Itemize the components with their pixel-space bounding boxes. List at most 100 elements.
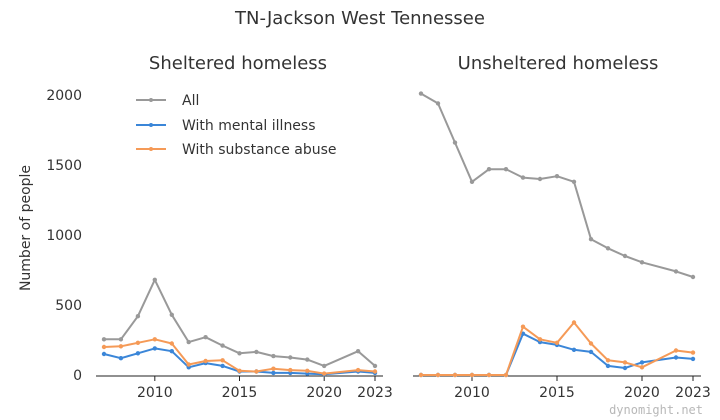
series-line-all: [104, 278, 376, 367]
data-point-mental: [152, 346, 157, 351]
data-point-all: [135, 314, 141, 319]
data-point-substance: [571, 320, 577, 325]
y-tick-label: 0: [73, 368, 82, 384]
data-point-substance: [135, 340, 141, 345]
data-point-mental: [622, 365, 628, 371]
data-point-all: [554, 174, 560, 179]
data-point-all: [271, 353, 276, 359]
data-point-substance: [554, 340, 560, 345]
data-point-substance: [588, 341, 594, 346]
data-point-all: [203, 335, 208, 340]
data-point-all: [469, 179, 475, 184]
data-point-mental: [673, 355, 679, 360]
data-point-all: [435, 101, 441, 106]
data-point-substance: [469, 372, 475, 378]
data-point-mental: [169, 349, 174, 354]
data-point-substance: [305, 368, 310, 373]
series-line-mental: [103, 347, 376, 376]
data-point-mental: [639, 360, 645, 365]
data-point-all: [571, 179, 577, 184]
data-point-all: [503, 167, 509, 172]
data-point-all: [520, 175, 526, 180]
data-point-mental: [101, 351, 107, 357]
data-point-substance: [605, 358, 611, 363]
data-point-all: [486, 167, 492, 172]
series-line-all: [420, 92, 694, 278]
data-point-all: [305, 357, 310, 362]
y-tick-label: 500: [55, 298, 82, 314]
y-tick-label: 2000: [46, 88, 82, 104]
data-point-substance: [203, 358, 208, 364]
data-point-all: [372, 363, 378, 369]
data-point-mental: [605, 363, 611, 369]
axes: 0 500 1000 1500 2000 2010 2015 2020 2023 2010 2015…: [46, 88, 710, 401]
data-point-substance: [418, 372, 424, 378]
x-tick-label: 2023: [357, 385, 393, 401]
data-point-substance: [186, 362, 191, 367]
data-point-substance: [271, 366, 276, 371]
series: [101, 91, 696, 378]
series-line-substance: [103, 338, 376, 375]
data-point-all: [605, 246, 611, 251]
data-point-mental: [571, 347, 577, 352]
x-tick-label: 2023: [675, 385, 711, 401]
data-point-substance: [452, 372, 458, 378]
data-point-all: [588, 237, 594, 242]
data-point-mental: [271, 370, 276, 376]
data-point-all: [237, 351, 242, 356]
data-point-substance: [237, 368, 242, 373]
legend-label-mental: With mental illness: [182, 118, 316, 134]
x-tick-label: 2020: [306, 385, 342, 401]
data-point-substance: [520, 324, 526, 329]
data-point-all: [288, 355, 293, 360]
legend-label-all: All: [182, 93, 199, 109]
data-point-all: [673, 269, 679, 274]
data-point-all: [355, 349, 361, 354]
data-point-all: [622, 253, 628, 259]
data-point-all: [537, 176, 543, 182]
x-tick-label: 2010: [137, 385, 173, 401]
watermark: dynomight.net: [609, 403, 703, 417]
legend: All With mental illness With substance a…: [136, 93, 337, 158]
data-point-all: [101, 337, 107, 342]
data-point-all: [322, 363, 327, 369]
data-point-substance: [639, 365, 645, 370]
legend-marker-substance: [149, 147, 153, 151]
data-point-substance: [372, 369, 378, 374]
y-tick-label: 1000: [46, 228, 82, 244]
data-point-substance: [322, 371, 327, 376]
data-point-all: [690, 274, 696, 280]
series-line-substance: [421, 321, 694, 376]
data-point-substance: [152, 337, 157, 342]
data-point-substance: [673, 348, 679, 353]
data-point-all: [452, 140, 458, 145]
x-tick-label: 2015: [539, 385, 575, 401]
panel-title-sheltered: Sheltered homeless: [149, 53, 327, 74]
data-point-all: [186, 339, 191, 345]
data-point-all: [118, 337, 124, 342]
x-tick-label: 2020: [624, 385, 660, 401]
x-tick-label: 2010: [454, 385, 490, 401]
legend-label-substance: With substance abuse: [182, 142, 337, 158]
data-point-substance: [288, 367, 293, 373]
data-point-substance: [503, 372, 509, 378]
data-point-substance: [220, 358, 225, 363]
data-point-all: [220, 343, 225, 348]
y-axis-label: Number of people: [18, 165, 34, 291]
legend-marker-all: [149, 98, 153, 102]
data-point-mental: [118, 356, 124, 361]
data-point-substance: [537, 337, 543, 342]
data-point-substance: [254, 369, 259, 374]
data-point-all: [639, 260, 645, 265]
y-tick-label: 1500: [46, 158, 82, 174]
data-point-substance: [101, 344, 107, 350]
legend-marker-mental: [149, 123, 153, 127]
panel-title-unsheltered: Unsheltered homeless: [458, 53, 659, 74]
data-point-mental: [588, 349, 594, 355]
data-point-substance: [690, 350, 696, 355]
data-point-all: [418, 91, 424, 96]
data-point-all: [169, 312, 174, 317]
chart-title: TN-Jackson West Tennessee: [234, 8, 485, 29]
x-tick-label: 2015: [222, 385, 258, 401]
